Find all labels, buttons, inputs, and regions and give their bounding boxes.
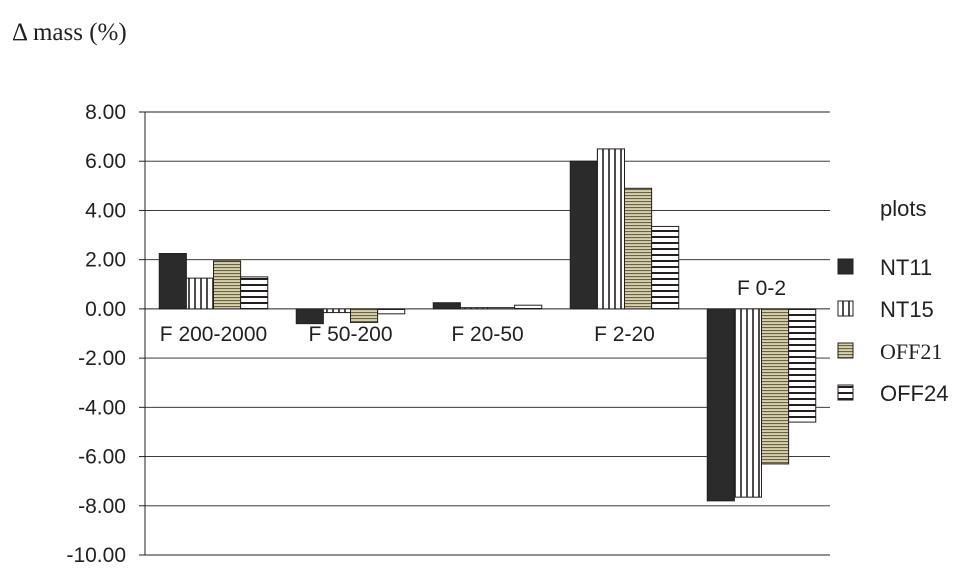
category-label: F 200-2000 — [160, 323, 267, 346]
y-tick-label: 8.00 — [85, 101, 126, 124]
y-tick-label: -4.00 — [78, 396, 126, 419]
bar-nt11 — [706, 308, 735, 502]
legend-label-nt11: NT11 — [880, 255, 932, 280]
legend-title: plots — [880, 196, 926, 221]
y-tick-label: -2.00 — [78, 347, 126, 370]
y-tick-label: 6.00 — [85, 150, 126, 173]
bar-off21 — [761, 308, 790, 465]
y-tick-label: -8.00 — [78, 495, 126, 518]
bar-off24 — [240, 276, 269, 310]
category-labels: F 200-2000 F 50-200 F 20-50 F 2-20 F 0-2 — [160, 277, 786, 346]
bar-off21 — [624, 187, 653, 310]
y-tick-label: 4.00 — [85, 199, 126, 222]
y-axis: 8.00 6.00 4.00 2.00 0.00 -2.00 -4.00 -6.00 -8.00… — [66, 101, 830, 567]
bars — [158, 148, 817, 502]
category-label: F 2-20 — [594, 323, 655, 346]
bar-nt11 — [432, 302, 461, 310]
bar-off21 — [213, 260, 242, 310]
gridlines — [145, 111, 830, 556]
bar-nt15 — [459, 307, 488, 310]
legend-label-nt15: NT15 — [880, 297, 934, 322]
category-label: F 50-200 — [308, 323, 392, 346]
bar-nt15 — [322, 308, 351, 314]
chart-title: Δ mass (%) — [12, 19, 127, 46]
category-label: F 20-50 — [451, 323, 523, 346]
y-tick-label: -6.00 — [78, 446, 126, 469]
legend-swatch-off21 — [837, 342, 854, 359]
bar-nt15 — [185, 277, 214, 310]
bar-off21 — [487, 307, 516, 310]
bar-nt11 — [158, 253, 187, 310]
y-tick-label: 0.00 — [85, 298, 126, 321]
bar-off24 — [514, 304, 543, 310]
bar-off24 — [788, 308, 817, 423]
legend-label-off21: OFF21 — [880, 339, 942, 364]
bar-off21 — [350, 308, 379, 323]
bar-off24 — [377, 308, 406, 315]
y-tick-label: 2.00 — [85, 249, 126, 272]
legend-swatch-nt15 — [837, 300, 854, 317]
bar-nt11 — [569, 160, 598, 310]
category-label: F 0-2 — [737, 277, 786, 300]
bar-nt15 — [596, 148, 626, 310]
legend-swatch-nt11 — [837, 258, 854, 275]
y-tick-label: -10.00 — [66, 544, 126, 567]
bar-nt15 — [733, 308, 763, 498]
legend-label-off24: OFF24 — [880, 381, 948, 406]
legend-swatch-off24 — [837, 384, 854, 401]
bar-off24 — [651, 225, 680, 310]
legend: plots NT11 NT15 OFF21 OFF24 — [837, 196, 948, 406]
bar-nt11 — [295, 308, 324, 325]
